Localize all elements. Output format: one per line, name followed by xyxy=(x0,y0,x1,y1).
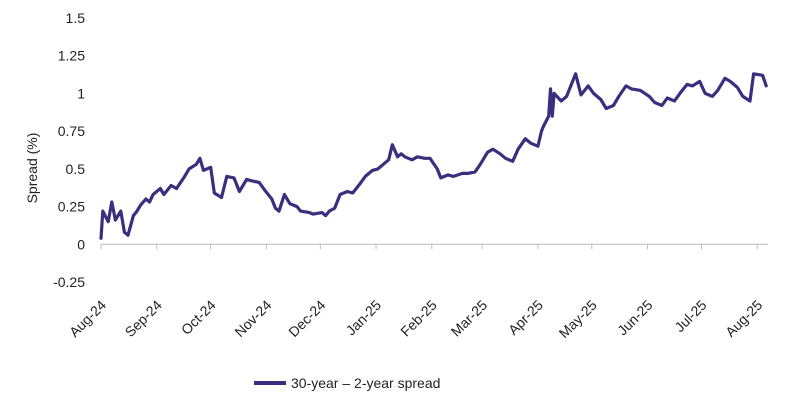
x-tick-label: Dec-24 xyxy=(285,297,328,340)
x-tick-label: Mar-25 xyxy=(448,297,491,340)
x-tick-label: Jan-25 xyxy=(343,297,385,339)
x-tick-label: Aug-25 xyxy=(722,297,765,340)
y-tick-label: 0.75 xyxy=(58,123,85,139)
y-tick-label: 0.5 xyxy=(66,161,86,177)
x-axis-tick-labels: Aug-24 Sep-24 Oct-24 Nov-24 Dec-24 Jan-25 Feb-… xyxy=(66,297,766,341)
x-tick-label: Nov-24 xyxy=(231,297,274,340)
x-tick-label: Oct-24 xyxy=(178,297,219,338)
legend: 30-year – 2-year spread xyxy=(254,375,440,391)
x-tick-label: Jul-25 xyxy=(671,297,709,335)
y-axis-ticks: -0.25 0 0.25 0.5 0.75 1 1.25 1.5 xyxy=(53,10,85,290)
x-tick-label: Aug-24 xyxy=(66,297,109,340)
x-tick-label: May-25 xyxy=(556,297,600,341)
y-tick-label: 0.25 xyxy=(58,199,85,215)
y-tick-label: 1.5 xyxy=(66,10,86,26)
x-tick-label: Feb-25 xyxy=(397,297,440,340)
x-tick-label: Sep-24 xyxy=(122,297,165,340)
y-axis-label: Spread (%) xyxy=(24,133,40,204)
y-tick-label: 1.25 xyxy=(58,48,85,64)
legend-label: 30-year – 2-year spread xyxy=(291,375,440,391)
y-tick-label: -0.25 xyxy=(53,274,85,290)
y-tick-label: 0 xyxy=(77,236,85,252)
y-tick-label: 1 xyxy=(77,85,85,101)
series-line-30y-2y-spread xyxy=(99,72,768,240)
x-axis-tick-marks xyxy=(100,244,758,250)
x-tick-label: Jun-25 xyxy=(614,297,656,339)
x-tick-label: Apr-25 xyxy=(505,297,546,338)
